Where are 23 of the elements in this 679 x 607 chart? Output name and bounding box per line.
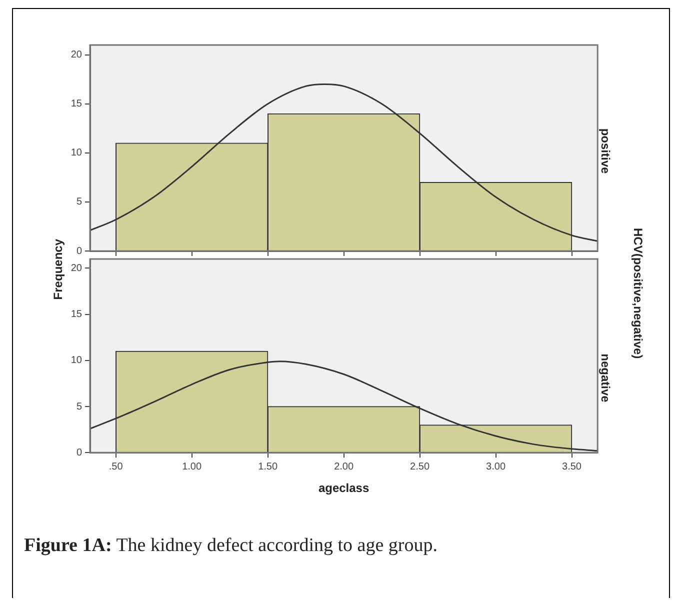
x-tick-label: 3.00 [486, 461, 506, 472]
y-tick-label: 10 [70, 355, 82, 366]
text: HCV(positive,negative) [631, 228, 645, 358]
text: positive [598, 128, 612, 174]
y-tick-label: 10 [70, 148, 82, 159]
x-tick-label: .50 [108, 461, 124, 472]
y-tick-label: 5 [76, 196, 82, 208]
y-tick-label: 20 [70, 262, 82, 274]
x-tick-label: 2.00 [334, 461, 354, 472]
text: negative [598, 354, 612, 403]
y-tick-label: 0 [76, 447, 82, 458]
y-tick-label: 15 [70, 98, 82, 110]
y-tick-label: 15 [70, 309, 82, 320]
y-tick-label: 5 [76, 401, 82, 412]
y-tick-label: 20 [70, 50, 82, 61]
x-tick-label: 1.50 [258, 461, 278, 472]
caption: Figure 1A: The kidney defect according to age group. [24, 535, 438, 557]
x-tick-label: 3.50 [562, 461, 582, 472]
x-axis-title: ageclass [318, 481, 370, 496]
y-tick-label: 0 [76, 246, 82, 257]
y-axis-title: Frequency [51, 238, 65, 300]
x-tick-label: 2.50 [410, 461, 430, 472]
x-tick-label: 1.00 [182, 461, 202, 472]
